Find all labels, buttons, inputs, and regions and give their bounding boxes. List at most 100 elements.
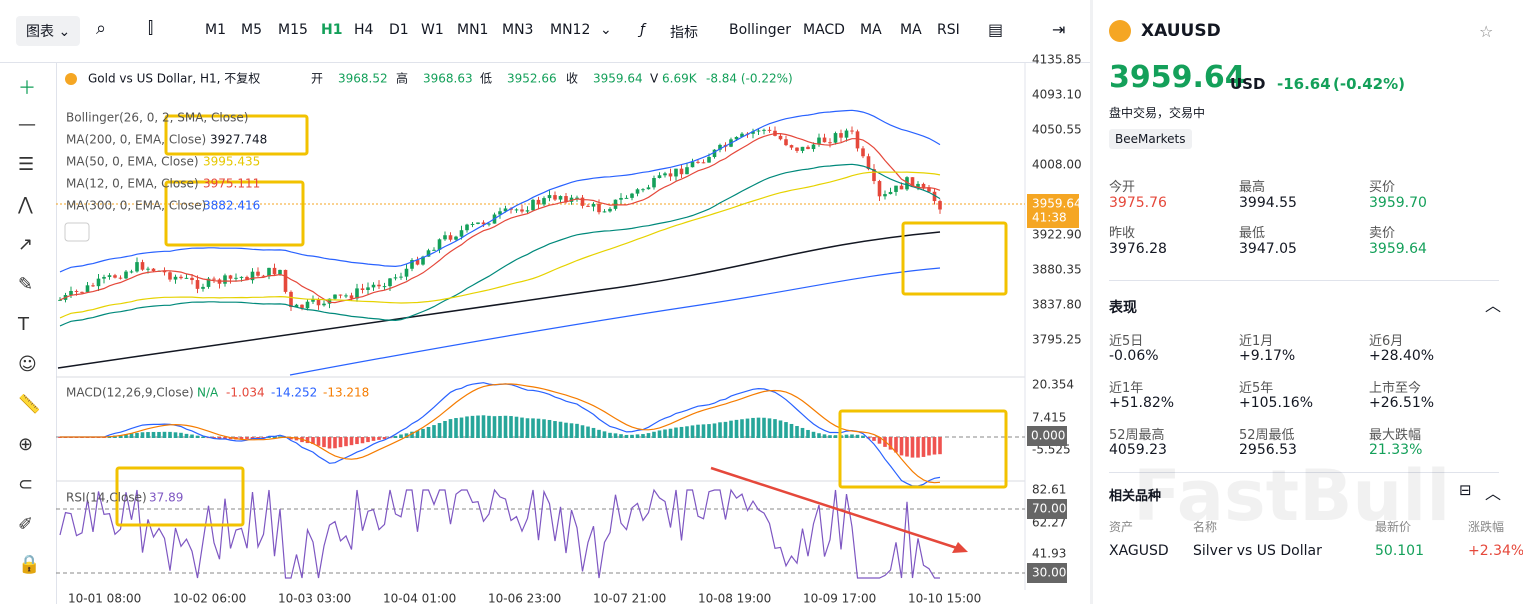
macd-bar <box>740 419 744 438</box>
perf-value: +51.82% <box>1109 395 1175 411</box>
legend-open: 3968.52 <box>338 72 388 86</box>
symbol: XAUUSD <box>1141 21 1221 41</box>
list-icon[interactable]: ⊟ <box>1459 481 1472 499</box>
tool[interactable]: T <box>18 314 29 335</box>
candle <box>536 199 541 205</box>
candle <box>905 177 909 190</box>
indicator-button[interactable]: RSI <box>937 22 960 38</box>
candle <box>261 275 266 277</box>
candle <box>921 183 926 188</box>
collapse[interactable]: ︿ <box>1485 484 1502 503</box>
layout-icon[interactable]: ▤ <box>988 20 1004 39</box>
section-title: 表现 <box>1109 300 1137 316</box>
macd-bar <box>597 429 601 438</box>
tool[interactable]: ☰ <box>18 154 35 175</box>
table-cell[interactable]: Silver vs US Dollar <box>1193 543 1322 559</box>
macd-bar <box>316 437 321 446</box>
tool[interactable]: ☺ <box>18 354 37 375</box>
search-icon[interactable]: ⌕ <box>96 18 107 39</box>
table-cell[interactable]: 50.101 <box>1375 543 1424 559</box>
timeframe[interactable]: H4 <box>354 22 374 38</box>
table-cell[interactable]: XAGUSD <box>1109 543 1169 559</box>
candle <box>646 187 651 190</box>
section-title: 相关品种 <box>1109 489 1162 504</box>
perf-label: 近5日 <box>1109 334 1144 349</box>
tool[interactable]: ✎ <box>18 274 34 295</box>
macd-bar <box>630 434 634 438</box>
collapse[interactable]: ︿ <box>1485 296 1502 315</box>
price-axis-label: 4093.10 <box>1032 88 1082 102</box>
macd-bar <box>520 417 524 438</box>
timeframe[interactable]: H1 <box>321 22 343 38</box>
dropdown[interactable]: ⌄ <box>600 22 612 38</box>
expand-icon[interactable]: ⇥ <box>1052 20 1066 39</box>
timeframe[interactable]: M5 <box>241 22 262 38</box>
tool[interactable]: — <box>18 114 36 135</box>
stat-value: 3959.70 <box>1369 195 1427 211</box>
indicator-button[interactable]: Bollinger <box>729 22 791 38</box>
candle <box>822 137 827 143</box>
timeframe[interactable]: MN12 <box>550 22 591 38</box>
price-axis-label: 3880.35 <box>1032 263 1082 277</box>
time-axis-label: 10-02 06:00 <box>173 592 246 604</box>
macd-bar <box>877 437 882 444</box>
table-cell[interactable]: +2.34% <box>1468 543 1523 559</box>
candle <box>311 299 315 302</box>
favorite[interactable]: ☆ <box>1479 22 1494 41</box>
candle <box>580 197 585 206</box>
candle <box>762 129 766 131</box>
tool[interactable]: ⊂ <box>18 474 34 495</box>
timeframe[interactable]: M15 <box>278 22 308 38</box>
macd-bar <box>261 437 266 439</box>
rsi-upper: 70.00 <box>1032 502 1066 516</box>
price-axis-label: 4008.00 <box>1032 158 1082 172</box>
macd-bar <box>745 418 750 438</box>
tool[interactable]: ⋀ <box>18 194 33 215</box>
indicator-button[interactable]: MA <box>860 22 882 38</box>
indicators-menu[interactable]: 指标 <box>670 25 698 41</box>
table-header: 名称 <box>1193 520 1218 534</box>
timeframe[interactable]: M1 <box>205 22 226 38</box>
indicator-button[interactable]: MA <box>900 22 922 38</box>
macd-macd: -14.252 <box>271 386 317 400</box>
candle <box>377 284 381 287</box>
tool[interactable]: ⊕ <box>18 434 34 455</box>
macd-bar <box>894 437 898 453</box>
highlight <box>164 180 305 247</box>
macd-bar <box>685 426 689 438</box>
candle <box>294 304 299 308</box>
macd-bar <box>129 433 134 438</box>
macd-bar <box>613 433 618 438</box>
timeframe[interactable]: MN1 <box>457 22 489 38</box>
macd-bar <box>503 415 508 438</box>
macd-bar <box>162 431 167 438</box>
time-axis-label: 10-03 03:00 <box>278 592 351 604</box>
candle <box>393 277 398 279</box>
candle <box>151 268 156 272</box>
currency: USD <box>1230 75 1266 93</box>
macd-bar <box>195 435 200 438</box>
candle <box>410 260 414 269</box>
tool[interactable]: 🔒 <box>18 554 41 575</box>
macd-bar <box>448 419 453 438</box>
candle <box>360 288 365 290</box>
candle <box>96 278 101 287</box>
chart-menu[interactable]: 图表 ⌄ <box>16 16 81 46</box>
macd-bar <box>410 431 414 438</box>
timeframe[interactable]: D1 <box>389 22 409 38</box>
timeframe[interactable]: W1 <box>421 22 444 38</box>
tool[interactable]: ＋ <box>18 78 36 99</box>
stat-label: 今开 <box>1109 180 1136 195</box>
timeframe[interactable]: MN3 <box>502 22 534 38</box>
tool[interactable]: ✐ <box>18 514 34 535</box>
tool[interactable]: ↗ <box>18 234 34 255</box>
indicator-button[interactable]: MACD <box>803 22 845 38</box>
tool[interactable]: 📏 <box>18 394 41 415</box>
candle-icon[interactable]: ⫿ <box>148 18 154 37</box>
macd-bar <box>514 416 519 438</box>
rsi-axis-label: 82.61 <box>1032 483 1066 497</box>
candle <box>756 130 761 132</box>
stat-label: 最高 <box>1239 180 1266 195</box>
indicator-icon[interactable]: ƒ <box>640 22 645 38</box>
toolbar: 图表 ⌄ ⌕ ⫿ ƒ 指标 ▤ ⇥ M1 M5 M15 H1 H4 D1 W1 MN1 MN3 M… <box>0 0 1090 63</box>
